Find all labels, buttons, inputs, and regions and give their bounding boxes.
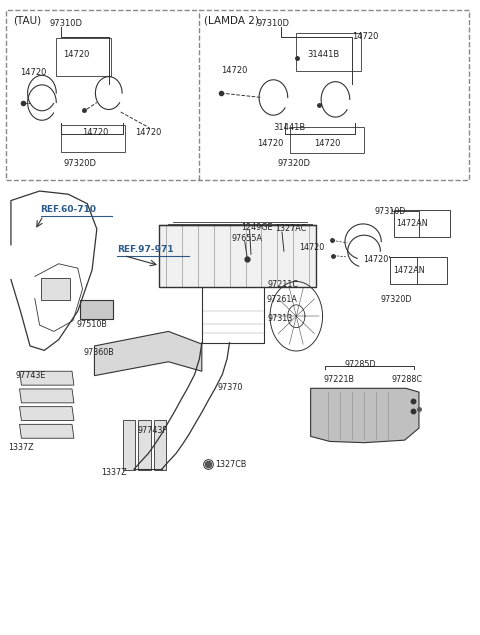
Text: 97743E: 97743E	[16, 371, 46, 380]
Text: 14720: 14720	[63, 50, 90, 59]
Polygon shape	[123, 420, 135, 471]
Polygon shape	[20, 406, 74, 420]
Text: 97288C: 97288C	[392, 375, 423, 384]
Polygon shape	[20, 371, 74, 385]
Text: 14720: 14720	[363, 255, 388, 264]
Text: 97743F: 97743F	[137, 425, 167, 434]
Text: 97310D: 97310D	[374, 207, 406, 216]
Text: 97510B: 97510B	[76, 320, 107, 329]
Text: REF.60-710: REF.60-710	[40, 206, 96, 215]
Text: 97221B: 97221B	[324, 375, 355, 384]
FancyBboxPatch shape	[159, 225, 316, 287]
Text: 1337Z: 1337Z	[102, 468, 127, 477]
Text: 97370: 97370	[217, 382, 243, 392]
Polygon shape	[20, 389, 74, 403]
Polygon shape	[20, 424, 74, 438]
Text: 14720: 14720	[135, 128, 161, 137]
Text: 14720: 14720	[221, 67, 247, 76]
Text: 14720: 14720	[314, 139, 340, 148]
Text: 31441B: 31441B	[274, 123, 306, 132]
Text: 97285D: 97285D	[344, 361, 376, 370]
Text: 1337Z: 1337Z	[9, 443, 34, 451]
Text: 97320D: 97320D	[277, 159, 310, 168]
Polygon shape	[154, 420, 166, 471]
Text: 14720: 14720	[83, 128, 109, 137]
Polygon shape	[311, 389, 419, 443]
Text: 97320D: 97320D	[63, 159, 96, 168]
Text: 1327CB: 1327CB	[215, 460, 247, 469]
Text: 1327AC: 1327AC	[275, 225, 306, 234]
Text: 14720: 14720	[21, 68, 47, 77]
Text: 97310D: 97310D	[257, 19, 290, 28]
Text: 97310D: 97310D	[49, 19, 82, 28]
Text: 14720: 14720	[300, 243, 325, 253]
Text: REF.97-971: REF.97-971	[117, 245, 174, 254]
Text: 1249GE: 1249GE	[241, 223, 273, 232]
FancyBboxPatch shape	[80, 300, 113, 319]
Polygon shape	[95, 331, 202, 376]
Text: 1472AN: 1472AN	[396, 219, 428, 228]
Text: 97211C: 97211C	[268, 280, 299, 289]
FancyBboxPatch shape	[41, 277, 70, 300]
Text: 97655A: 97655A	[232, 234, 263, 243]
Text: 97360B: 97360B	[84, 348, 114, 357]
Text: (LAMDA 2): (LAMDA 2)	[204, 16, 259, 26]
Polygon shape	[138, 420, 151, 471]
Text: 97261A: 97261A	[266, 295, 297, 304]
Text: 14720: 14720	[257, 139, 283, 148]
Text: 31441B: 31441B	[307, 50, 339, 59]
Text: (TAU): (TAU)	[13, 16, 41, 26]
Text: 1472AN: 1472AN	[393, 266, 424, 275]
Text: 14720: 14720	[352, 32, 379, 41]
Text: 97313: 97313	[268, 314, 293, 323]
Text: 97320D: 97320D	[381, 295, 412, 304]
